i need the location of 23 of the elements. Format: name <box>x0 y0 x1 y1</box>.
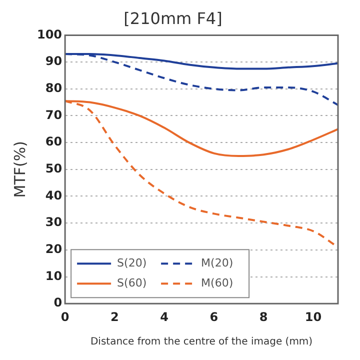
y-tick-label: 80 <box>45 81 62 96</box>
legend-label: M(60) <box>201 276 234 290</box>
x-tick-label: 2 <box>110 310 119 324</box>
x-tick-label: 10 <box>304 310 322 324</box>
legend-label: S(60) <box>117 276 147 290</box>
y-tick-label: 70 <box>45 108 62 122</box>
y-tick-label: 90 <box>45 54 62 68</box>
x-tick-label: 8 <box>259 310 268 324</box>
y-tick-label: 60 <box>45 134 62 149</box>
y-tick-label: 0 <box>54 296 62 310</box>
x-axis-title: Distance from the centre of the image (mm) <box>90 336 313 348</box>
y-tick-label: 30 <box>45 215 62 230</box>
y-tick-label: 50 <box>45 162 62 176</box>
legend-label: S(20) <box>117 256 147 270</box>
y-tick-label: 20 <box>45 242 62 256</box>
y-tick-label: 100 <box>36 27 62 42</box>
legend-label: M(20) <box>201 256 234 270</box>
x-tick-label: 6 <box>210 310 218 324</box>
x-tick-label: 4 <box>160 310 168 324</box>
chart-title: [210mm F4] <box>124 8 222 28</box>
y-tick-label: 10 <box>45 268 62 283</box>
y-tick-label: 40 <box>45 188 62 202</box>
y-axis-title: MTF(%) <box>10 141 29 198</box>
